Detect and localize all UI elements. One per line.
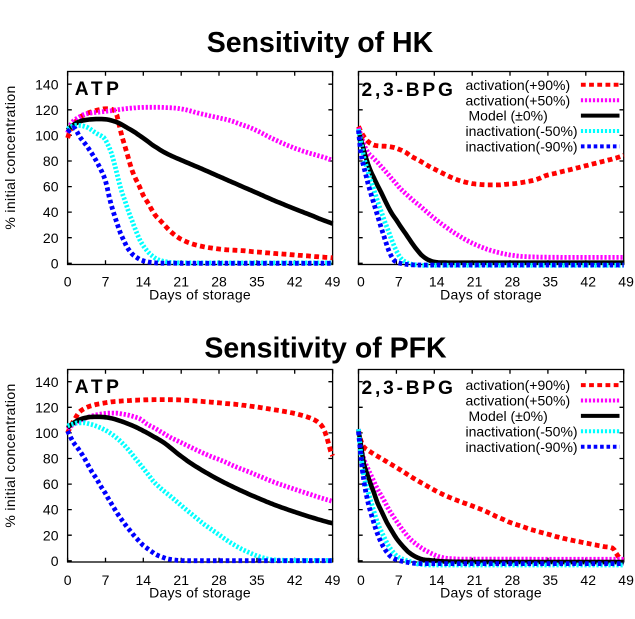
svg-text:100: 100 bbox=[35, 128, 59, 144]
svg-text:120: 120 bbox=[35, 102, 59, 118]
svg-text:inactivation(-90%): inactivation(-90%) bbox=[466, 439, 578, 455]
svg-text:35: 35 bbox=[543, 572, 559, 588]
svg-text:inactivation(-90%): inactivation(-90%) bbox=[466, 139, 578, 155]
svg-text:120: 120 bbox=[35, 399, 59, 415]
svg-text:Days of storage: Days of storage bbox=[440, 584, 542, 600]
svg-text:14: 14 bbox=[136, 273, 152, 289]
svg-text:80: 80 bbox=[43, 451, 59, 467]
svg-text:7: 7 bbox=[102, 273, 110, 289]
svg-text:0: 0 bbox=[357, 572, 365, 588]
svg-text:80: 80 bbox=[43, 153, 59, 169]
svg-text:0: 0 bbox=[51, 553, 59, 569]
svg-text:49: 49 bbox=[325, 572, 341, 588]
svg-text:14: 14 bbox=[429, 572, 445, 588]
svg-text:21: 21 bbox=[467, 572, 483, 588]
svg-text:35: 35 bbox=[249, 273, 265, 289]
svg-text:100: 100 bbox=[35, 425, 59, 441]
svg-text:0: 0 bbox=[64, 273, 72, 289]
svg-text:activation(+90%): activation(+90%) bbox=[466, 377, 571, 393]
svg-text:activation(+50%): activation(+50%) bbox=[466, 92, 571, 108]
svg-text:28: 28 bbox=[505, 572, 521, 588]
svg-text:42: 42 bbox=[287, 572, 303, 588]
svg-text:28: 28 bbox=[211, 572, 227, 588]
svg-text:49: 49 bbox=[325, 273, 341, 289]
svg-text:inactivation(-50%): inactivation(-50%) bbox=[466, 423, 578, 439]
svg-text:21: 21 bbox=[173, 572, 189, 588]
svg-text:0: 0 bbox=[64, 572, 72, 588]
svg-text:Sensitivity of PFK: Sensitivity of PFK bbox=[204, 333, 447, 365]
svg-text:20: 20 bbox=[43, 230, 59, 246]
svg-text:35: 35 bbox=[249, 572, 265, 588]
svg-text:Model (±0%): Model (±0%) bbox=[469, 108, 548, 124]
svg-text:42: 42 bbox=[580, 273, 596, 289]
svg-text:60: 60 bbox=[43, 179, 59, 195]
svg-text:40: 40 bbox=[43, 204, 59, 220]
svg-text:7: 7 bbox=[102, 572, 110, 588]
svg-text:140: 140 bbox=[35, 374, 59, 390]
svg-text:14: 14 bbox=[136, 572, 152, 588]
svg-text:20: 20 bbox=[43, 527, 59, 543]
svg-text:Days of storage: Days of storage bbox=[149, 287, 251, 303]
svg-text:% initial concentration: % initial concentration bbox=[2, 85, 18, 229]
svg-text:Days of storage: Days of storage bbox=[149, 584, 251, 600]
svg-text:35: 35 bbox=[543, 273, 559, 289]
svg-text:28: 28 bbox=[505, 273, 521, 289]
svg-text:7: 7 bbox=[395, 273, 403, 289]
svg-text:40: 40 bbox=[43, 502, 59, 518]
svg-text:activation(+50%): activation(+50%) bbox=[466, 393, 571, 409]
svg-text:140: 140 bbox=[35, 76, 59, 92]
svg-text:ATP: ATP bbox=[75, 377, 123, 398]
svg-text:activation(+90%): activation(+90%) bbox=[466, 77, 571, 93]
svg-text:Sensitivity of HK: Sensitivity of HK bbox=[207, 27, 434, 59]
svg-text:2,3-BPG: 2,3-BPG bbox=[362, 378, 456, 399]
svg-text:28: 28 bbox=[211, 273, 227, 289]
svg-text:2,3-BPG: 2,3-BPG bbox=[362, 80, 456, 101]
svg-text:21: 21 bbox=[173, 273, 189, 289]
svg-text:49: 49 bbox=[618, 572, 634, 588]
svg-text:Model (±0%): Model (±0%) bbox=[469, 408, 548, 424]
svg-text:42: 42 bbox=[287, 273, 303, 289]
svg-text:0: 0 bbox=[357, 273, 365, 289]
svg-text:49: 49 bbox=[618, 273, 634, 289]
svg-text:21: 21 bbox=[467, 273, 483, 289]
svg-text:42: 42 bbox=[580, 572, 596, 588]
svg-text:0: 0 bbox=[51, 255, 59, 271]
svg-text:14: 14 bbox=[429, 273, 445, 289]
svg-text:% initial concentration: % initial concentration bbox=[2, 383, 18, 527]
svg-text:60: 60 bbox=[43, 476, 59, 492]
svg-text:inactivation(-50%): inactivation(-50%) bbox=[466, 123, 578, 139]
svg-text:ATP: ATP bbox=[75, 79, 123, 100]
svg-text:Days of storage: Days of storage bbox=[440, 287, 542, 303]
svg-text:7: 7 bbox=[395, 572, 403, 588]
